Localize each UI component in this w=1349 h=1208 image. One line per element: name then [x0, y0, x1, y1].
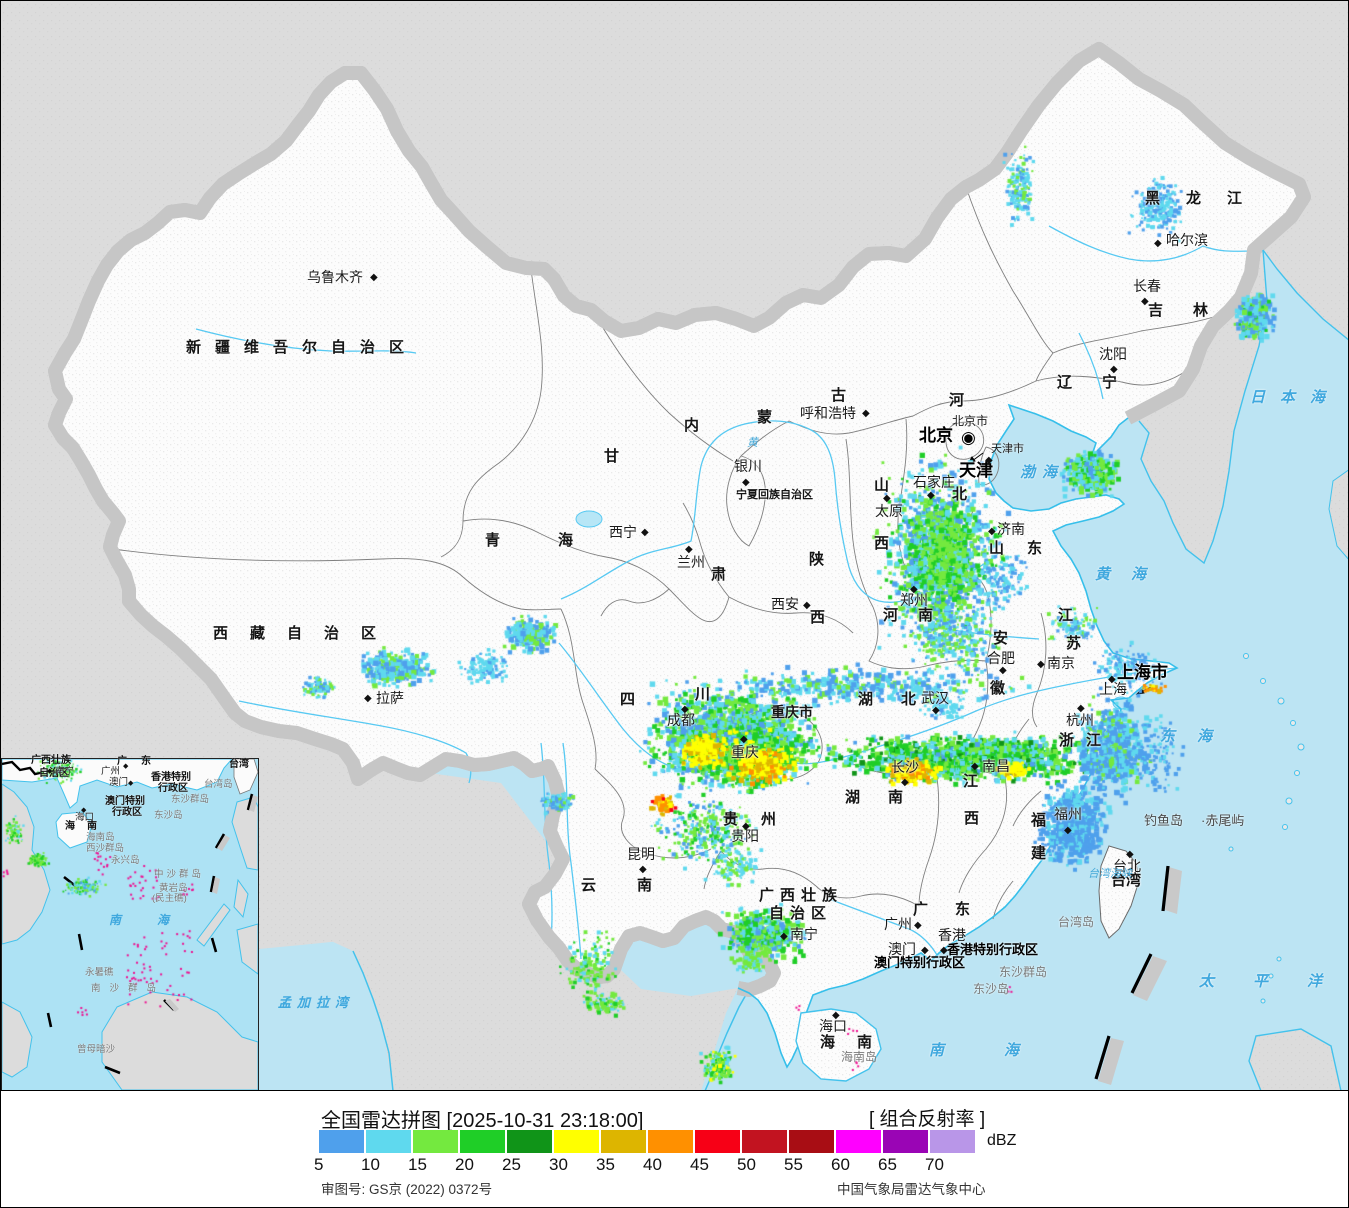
- colorbar-tick: 50: [737, 1155, 756, 1174]
- colorbar-tick: 15: [408, 1155, 427, 1174]
- colorbar: [319, 1130, 977, 1153]
- colorbar-tick: 30: [549, 1155, 568, 1174]
- colorbar-tick: 10: [361, 1155, 380, 1174]
- colorbar-tick: 40: [643, 1155, 662, 1174]
- lake-qinghai: [575, 510, 603, 528]
- colorbar-tick: 5: [314, 1155, 324, 1174]
- colorbar-tick: 25: [502, 1155, 521, 1174]
- south-china-sea-inset: [1, 758, 259, 1090]
- colorbar-tick: 55: [784, 1155, 803, 1174]
- colorbar-block-60: [836, 1130, 881, 1153]
- colorbar-tick: 20: [455, 1155, 474, 1174]
- colorbar-tick: 35: [596, 1155, 615, 1174]
- dbz-unit: dBZ: [987, 1132, 1017, 1149]
- colorbar-block-5: [319, 1130, 364, 1153]
- colorbar-block-30: [554, 1130, 599, 1153]
- colorbar-block-25: [507, 1130, 552, 1153]
- agency-credit: 中国气象局雷达气象中心: [837, 1182, 986, 1197]
- colorbar-tick: 70: [925, 1155, 944, 1174]
- china-radar-map: 新疆维吾尔自治区 西藏自治区 青海甘肃内蒙古河北山西山东 河南陕西江苏安徽湖北 湖南江西…: [1, 1, 1348, 1091]
- colorbar-block-65: [883, 1130, 928, 1153]
- colorbar-block-70: [930, 1130, 975, 1153]
- colorbar-block-40: [648, 1130, 693, 1153]
- colorbar-tick: 65: [878, 1155, 897, 1174]
- colorbar-block-10: [366, 1130, 411, 1153]
- reflectivity-label: [ 组合反射率 ]: [869, 1109, 986, 1130]
- colorbar-ticks: 5 10 15 20 25 30 35 40 45 50 55 60 65 70: [1, 1155, 1348, 1175]
- colorbar-block-35: [601, 1130, 646, 1153]
- colorbar-block-20: [460, 1130, 505, 1153]
- legend-panel: 全国雷达拼图 [2025-10-31 23:18:00] [ 组合反射率 ] 5…: [1, 1091, 1348, 1207]
- colorbar-tick: 60: [831, 1155, 850, 1174]
- colorbar-block-55: [789, 1130, 834, 1153]
- colorbar-block-50: [742, 1130, 787, 1153]
- colorbar-tick: 45: [690, 1155, 709, 1174]
- mosaic-title: 全国雷达拼图 [2025-10-31 23:18:00]: [321, 1110, 644, 1132]
- inset-svg: [2, 759, 258, 1090]
- map-approval-number: 审图号: GS京 (2022) 0372号: [321, 1182, 493, 1197]
- colorbar-block-45: [695, 1130, 740, 1153]
- colorbar-block-15: [413, 1130, 458, 1153]
